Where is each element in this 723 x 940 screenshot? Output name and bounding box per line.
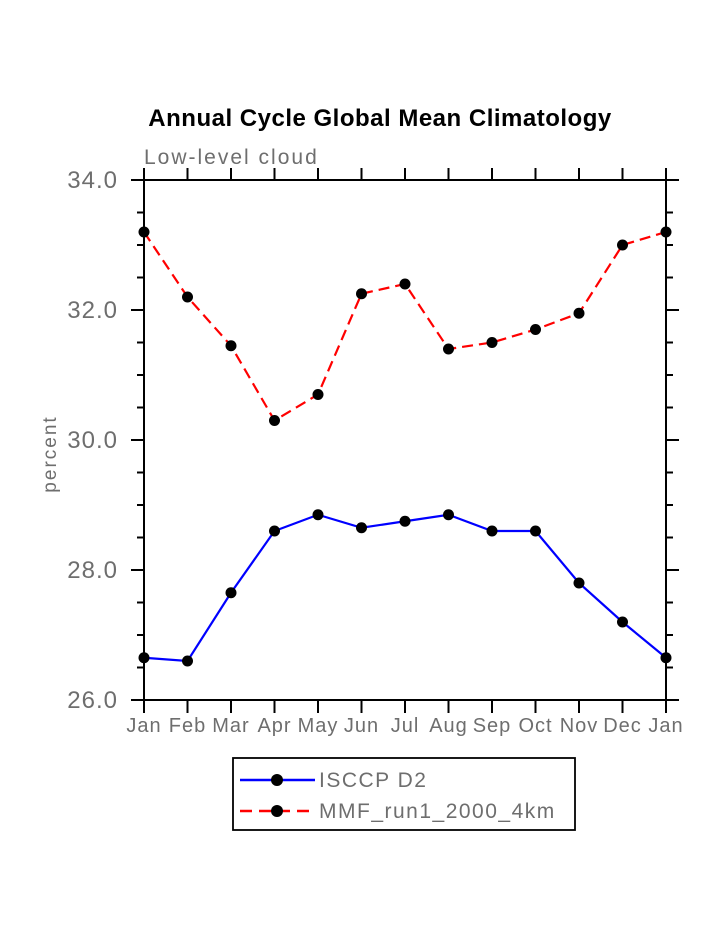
data-point: [225, 340, 237, 352]
data-point: [399, 515, 411, 527]
plot-border: [143, 179, 667, 701]
legend-swatch-marker-1: [271, 805, 283, 817]
data-point: [443, 509, 454, 521]
x-tick-label: Sep: [473, 715, 512, 737]
data-point: [617, 239, 628, 251]
x-tick-label: Aug: [429, 715, 468, 737]
data-point: [660, 652, 672, 664]
data-point: [356, 522, 367, 534]
series-0: [138, 509, 672, 667]
x-tick-label: Nov: [560, 715, 599, 737]
x-tick-label: Jun: [344, 715, 379, 737]
data-point: [486, 337, 498, 348]
data-point: [138, 226, 150, 238]
legend: ISCCP D2 MMF_run1_2000_4km: [232, 757, 576, 831]
y-tick-label: 34.0: [67, 167, 118, 194]
data-point: [138, 652, 150, 664]
data-point: [269, 415, 280, 426]
data-point: [356, 288, 367, 300]
x-tick-label: Jan: [648, 715, 683, 737]
data-point: [312, 389, 324, 400]
data-point: [617, 616, 628, 628]
series-1: [138, 226, 672, 426]
data-point: [269, 525, 280, 537]
data-point: [486, 525, 498, 537]
x-tick-label: Mar: [212, 715, 249, 737]
x-tick-label: Apr: [257, 715, 291, 737]
y-axis-title: percent: [40, 415, 61, 492]
x-tick-label: Oct: [518, 715, 552, 737]
data-point: [573, 307, 585, 319]
data-point: [312, 509, 324, 521]
data-point: [182, 291, 193, 303]
x-tick-label: Feb: [169, 715, 206, 737]
data-point: [225, 587, 237, 599]
data-point: [573, 577, 585, 589]
legend-label-0: ISCCP D2: [319, 769, 427, 792]
chart-subtitle: Low-level cloud: [144, 146, 319, 169]
data-point: [182, 655, 193, 667]
data-point: [399, 278, 411, 290]
y-tick-label: 26.0: [67, 687, 118, 714]
axis-layer: 26.0 28.0 30.0 32.0 34.0 Jan Feb Mar Apr May Jun Ju…: [67, 167, 683, 737]
data-point: [660, 226, 672, 238]
legend-swatch-marker-0: [271, 774, 283, 786]
series-layer: [138, 226, 672, 667]
y-tick-label: 32.0: [67, 297, 118, 324]
series-line: [143, 513, 667, 663]
data-point: [530, 525, 541, 537]
x-tick-label: May: [298, 715, 339, 737]
chart-title: Annual Cycle Global Mean Climatology: [148, 105, 612, 132]
x-tick-label: Jul: [391, 715, 420, 737]
series-line: [143, 230, 667, 423]
x-tick-label: Jan: [126, 715, 161, 737]
x-tick-label: Dec: [603, 715, 642, 737]
legend-box: [232, 757, 576, 831]
data-point: [530, 324, 541, 335]
data-point: [443, 343, 454, 355]
y-tick-label: 30.0: [67, 427, 118, 454]
legend-label-1: MMF_run1_2000_4km: [319, 800, 556, 823]
y-tick-label: 28.0: [67, 557, 118, 584]
